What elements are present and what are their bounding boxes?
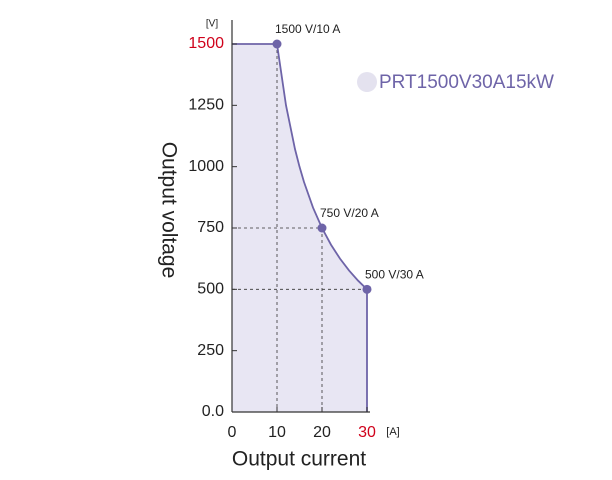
point-label: 500 V/30 A — [365, 268, 424, 282]
legend-marker — [357, 72, 377, 92]
y-tick-label: 250 — [197, 342, 224, 359]
y-tick-label: 750 — [197, 219, 224, 236]
point-label: 1500 V/10 A — [275, 22, 340, 36]
x-tick-label: 30 — [358, 424, 376, 441]
x-tick-label: 20 — [313, 424, 331, 441]
y-axis-label: Output voltage — [157, 142, 180, 279]
y-tick-label: 1500 — [188, 35, 224, 52]
x-unit: [A] — [386, 426, 399, 438]
x-axis-label: Output current — [232, 448, 366, 471]
y-tick-label: 500 — [197, 281, 224, 298]
point-marker — [272, 39, 282, 49]
x-tick-label: 0 — [228, 424, 237, 441]
x-tick-label: 10 — [268, 424, 286, 441]
point-label: 750 V/20 A — [320, 206, 379, 220]
y-tick-label: 1250 — [188, 97, 224, 114]
point-marker — [362, 284, 372, 294]
legend-label: PRT1500V30A15kW — [379, 72, 554, 93]
line — [232, 43, 368, 412]
y-tick-label: 1000 — [188, 158, 224, 175]
y-tick-label: 0.0 — [202, 403, 224, 420]
point-marker — [317, 223, 327, 233]
y-unit: [V] — [206, 19, 218, 30]
